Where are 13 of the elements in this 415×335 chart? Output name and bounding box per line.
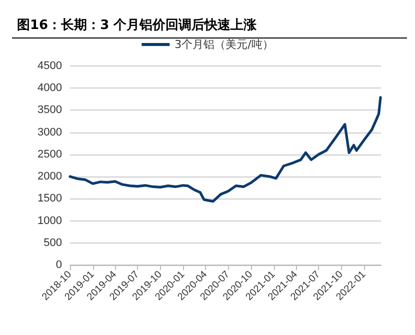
line-series	[68, 96, 382, 203]
y-tick-label: 2000	[38, 170, 62, 183]
legend-label: 3个月铝（美元/吨）	[174, 38, 274, 51]
y-tick-label: 4000	[38, 82, 62, 94]
y-tick-label: 500	[44, 236, 62, 249]
y-tick-label: 3500	[38, 104, 62, 116]
y-tick-label: 1500	[38, 192, 62, 205]
y-tick-label: 4500	[38, 60, 62, 72]
y-tick-label: 3000	[38, 126, 62, 138]
y-tick-label: 1000	[38, 214, 62, 227]
y-tick-label: 2500	[38, 148, 62, 160]
chart-title: 图16：长期：3 个月铝价回调后快速上涨	[17, 17, 258, 33]
y-tick-label: 0	[56, 259, 62, 271]
